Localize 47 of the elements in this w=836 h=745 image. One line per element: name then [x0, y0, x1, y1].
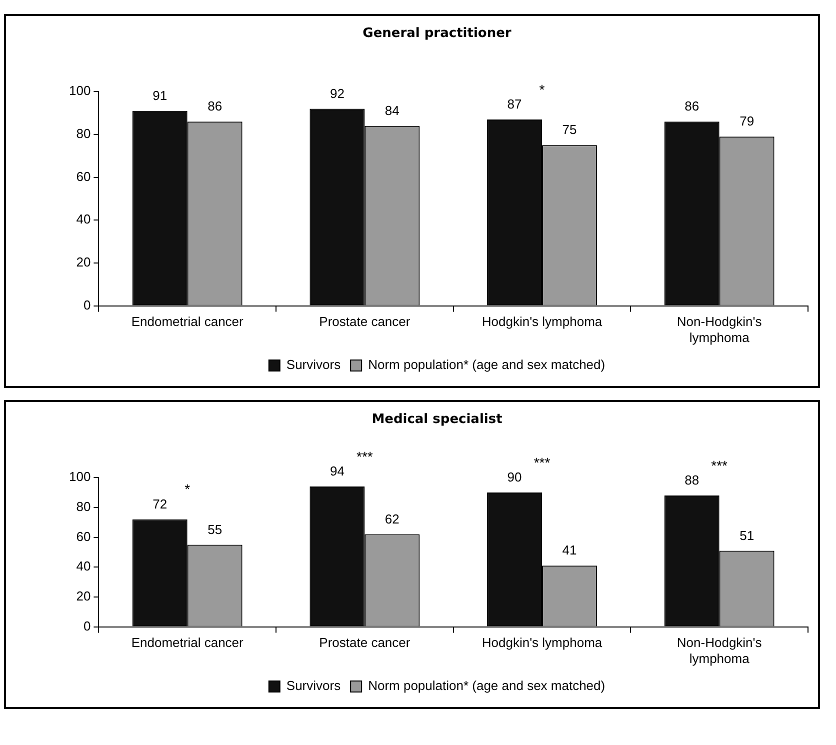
- annotation: ***: [534, 454, 551, 470]
- data-label: 41: [562, 542, 577, 558]
- y-tick-label: 40: [76, 212, 91, 227]
- y-tick-label: 100: [68, 83, 91, 98]
- legend-label: Survivors: [286, 678, 342, 694]
- y-tick-label: 20: [76, 254, 91, 270]
- legend-label: Norm population* (age and sex matched): [368, 357, 606, 372]
- annotation: ***: [711, 457, 728, 474]
- x-tick-label: Endometrial cancer: [131, 314, 244, 330]
- data-label: 90: [507, 470, 522, 485]
- y-tick-label: 40: [76, 558, 91, 574]
- x-tick-label: Hodgkin's lymphoma: [482, 635, 603, 650]
- data-label: 87: [507, 96, 522, 112]
- data-label: 88: [684, 472, 700, 488]
- data-label: 91: [152, 88, 168, 103]
- y-tick-label: 60: [76, 528, 91, 544]
- y-tick-label: 0: [83, 297, 91, 312]
- y-tick-label: 100: [68, 469, 91, 484]
- data-label: 94: [330, 464, 344, 479]
- y-tick-label: 60: [76, 168, 91, 184]
- x-tick-label: Prostate cancer: [319, 314, 411, 330]
- data-label: 86: [684, 98, 700, 114]
- x-tick-label: Non-Hodgkin's lymphoma: [676, 635, 762, 666]
- annotation: *: [184, 481, 191, 498]
- data-label: 84: [384, 102, 400, 118]
- annotation: ***: [356, 448, 374, 464]
- y-tick-label: 0: [83, 618, 91, 634]
- x-tick-label: Non-Hodgkin's lymphoma: [676, 314, 762, 345]
- legend-label: Norm population* (age and sex matched): [368, 678, 606, 694]
- y-tick-label: 80: [76, 126, 91, 142]
- data-label: 86: [208, 98, 222, 114]
- chart-title: Medical specialist: [372, 412, 502, 428]
- data-label: 72: [152, 496, 168, 512]
- data-label: 75: [562, 122, 577, 138]
- data-label: 79: [740, 114, 754, 129]
- data-label: 55: [208, 522, 222, 537]
- annotation: *: [539, 81, 546, 98]
- data-label: 62: [384, 511, 400, 526]
- legend-label: Survivors: [286, 357, 342, 372]
- y-tick-label: 80: [76, 499, 91, 514]
- x-tick-label: Hodgkin's lymphoma: [482, 314, 603, 330]
- data-label: 92: [330, 86, 344, 101]
- data-label: 51: [740, 528, 754, 543]
- chart-title: General practitioner: [362, 26, 512, 42]
- y-tick-label: 20: [76, 588, 91, 604]
- x-tick-label: Prostate cancer: [319, 635, 411, 650]
- x-tick-label: Endometrial cancer: [131, 635, 244, 650]
